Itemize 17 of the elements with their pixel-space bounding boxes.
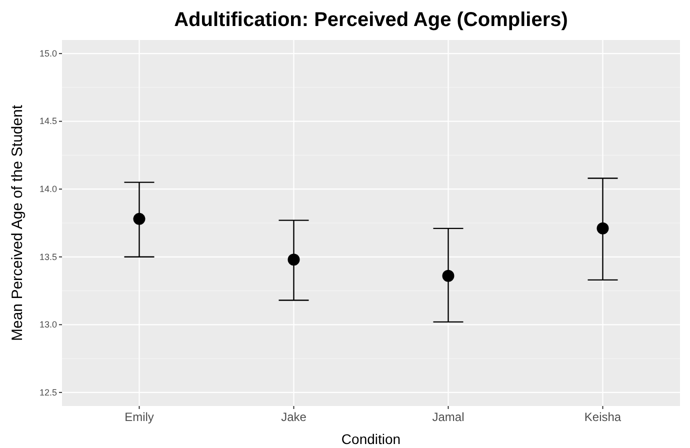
x-tick-label: Emily [124, 410, 154, 424]
x-tick-label: Keisha [584, 410, 622, 424]
y-tick-label: 15.0 [39, 48, 57, 58]
point [133, 212, 146, 225]
chart-title: Adultification: Perceived Age (Compliers) [174, 9, 568, 31]
x-tick-label: Jamal [432, 410, 464, 424]
point [596, 222, 609, 234]
y-tick-label: 13.0 [39, 320, 57, 330]
y-tick-label: 14.5 [39, 116, 57, 126]
point [442, 270, 454, 282]
y-tick-label: 12.5 [39, 387, 57, 398]
point [288, 254, 300, 266]
y-axis-title: Mean Perceived Age of the Student [9, 104, 26, 341]
y-tick-label: 14.0 [39, 184, 57, 194]
y-tick-label: 13.5 [39, 252, 57, 262]
x-axis-title: Condition [341, 431, 401, 447]
x-tick-label: Jake [281, 410, 307, 424]
